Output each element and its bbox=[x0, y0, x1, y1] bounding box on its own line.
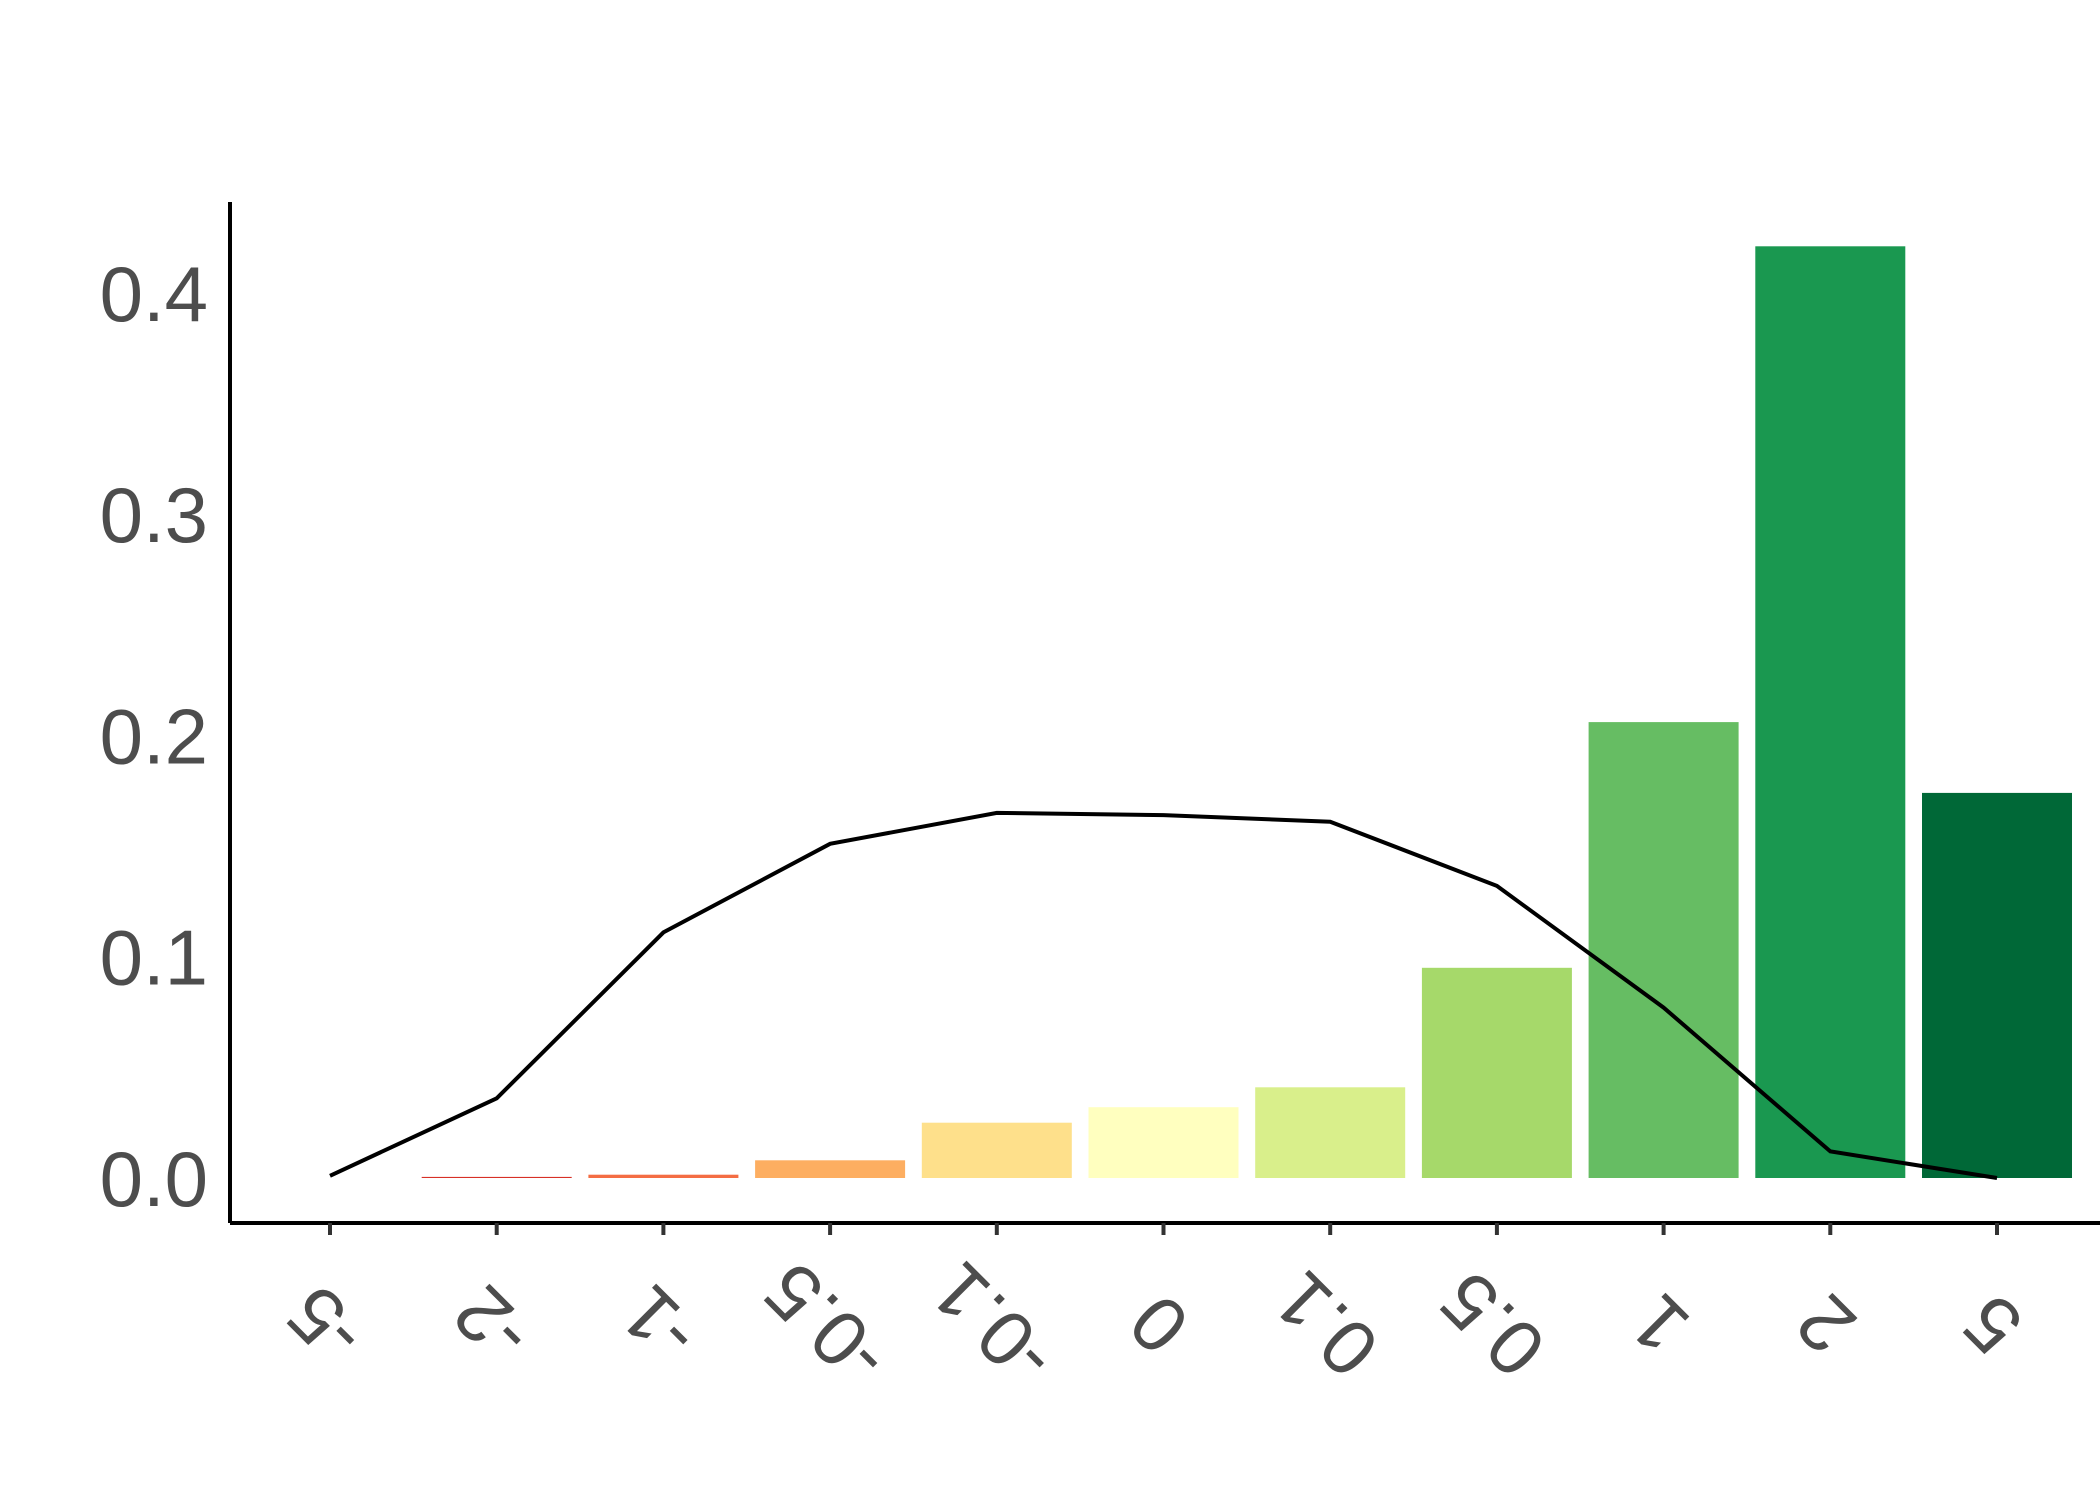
x-tick-label: 0 bbox=[1113, 1278, 1206, 1371]
x-tick-label: 2 bbox=[1779, 1278, 1872, 1371]
bar--0.1 bbox=[921, 1122, 1072, 1178]
bars-layer bbox=[421, 246, 2072, 1179]
y-tick-label: 0.2 bbox=[100, 692, 208, 780]
x-ticks-layer: -5 -2 -1 -0.5 -0.1 0 0.1 0.5 1 2 5 bbox=[270, 1223, 2039, 1403]
bar-0.5 bbox=[1421, 967, 1572, 1178]
bar-0 bbox=[1088, 1107, 1239, 1178]
x-tick-label: -0.1 bbox=[914, 1246, 1071, 1403]
x-tick-label: -0.5 bbox=[747, 1246, 904, 1403]
bar-0.1 bbox=[1255, 1087, 1406, 1178]
x-tick-label: -1 bbox=[603, 1269, 714, 1380]
x-tick-label: 0.5 bbox=[1423, 1255, 1562, 1394]
x-tick-label: 1 bbox=[1613, 1278, 1706, 1371]
x-tick-label: 0.1 bbox=[1256, 1255, 1395, 1394]
y-ticks-layer: 0.0 0.1 0.2 0.3 0.4 bbox=[100, 250, 208, 1223]
y-tick-label: 0.3 bbox=[100, 471, 208, 559]
y-tick-label: 0.4 bbox=[100, 250, 208, 338]
x-tick-label: -5 bbox=[270, 1269, 381, 1380]
x-tick-label: 5 bbox=[1946, 1278, 2039, 1371]
bar--0.5 bbox=[755, 1160, 906, 1178]
x-tick-label: -2 bbox=[437, 1269, 548, 1380]
y-tick-label: 0.0 bbox=[100, 1135, 208, 1223]
bar--2 bbox=[421, 1176, 572, 1178]
series-line bbox=[329, 810, 1998, 1180]
bar--1 bbox=[588, 1174, 739, 1178]
bar-5 bbox=[1922, 792, 2072, 1178]
y-tick-label: 0.1 bbox=[100, 914, 208, 1002]
bar-1 bbox=[1588, 722, 1739, 1178]
line-layer bbox=[329, 810, 1998, 1180]
bar-2 bbox=[1755, 246, 1906, 1179]
